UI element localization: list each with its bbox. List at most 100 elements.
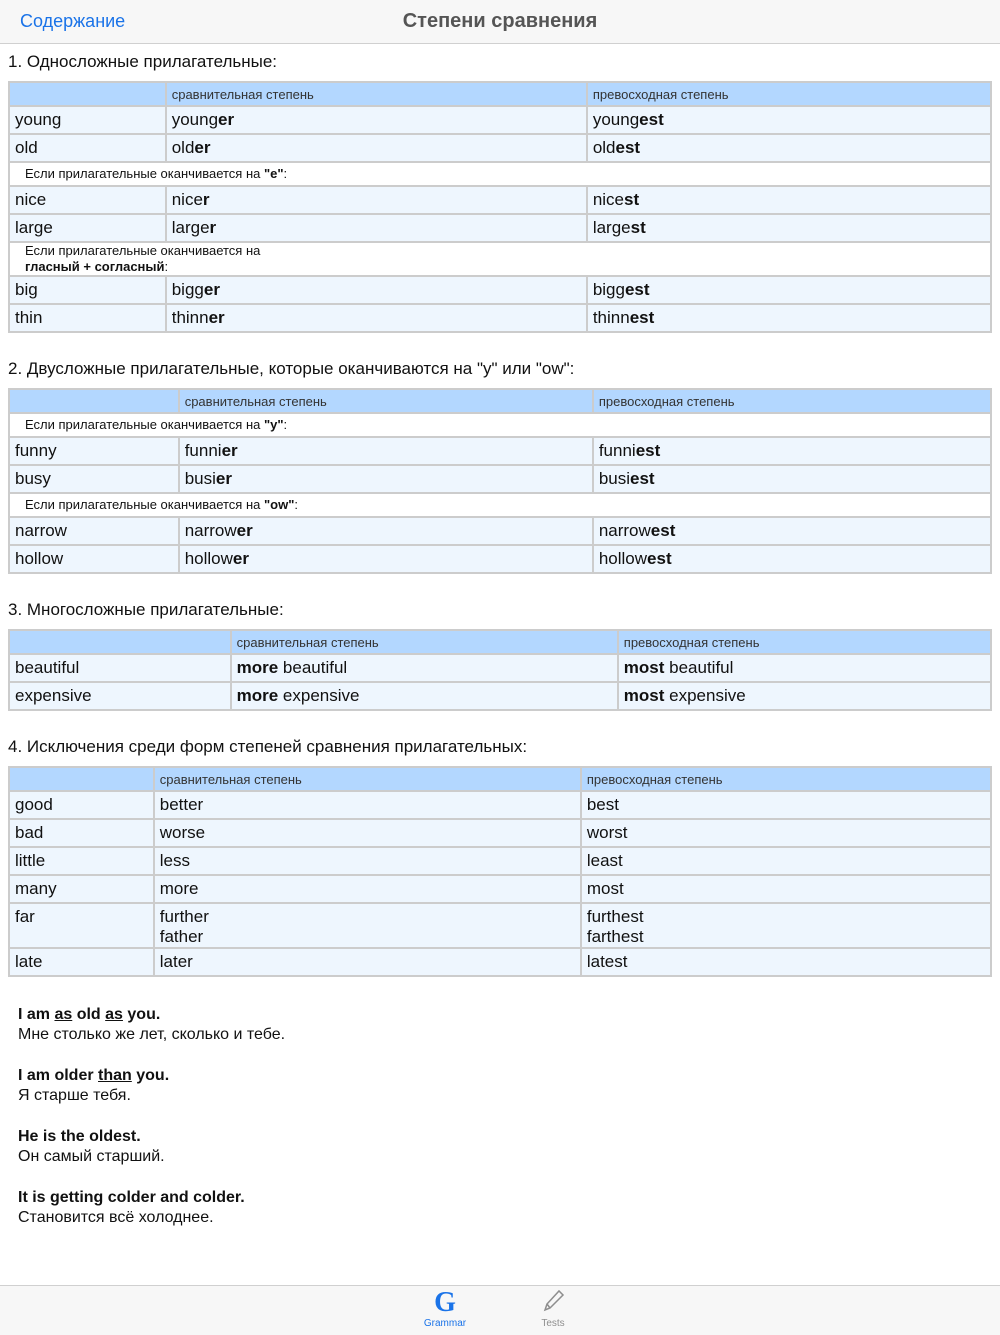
text: I am older	[18, 1067, 99, 1084]
table-row: late later latest	[8, 947, 993, 977]
column-header: сравнительная степень	[229, 629, 619, 655]
bold-text: er	[218, 110, 235, 129]
column-header	[8, 629, 232, 655]
text: young	[171, 110, 219, 129]
bold-text: est	[647, 549, 672, 568]
adjective-cell: many	[8, 874, 155, 904]
tab-tests-label: Tests	[541, 1318, 565, 1329]
superlative-cell: nicest	[585, 185, 993, 215]
bold-text: r	[202, 190, 210, 209]
text: farthest	[586, 927, 644, 946]
navigation-bar: Содержание Степени сравнения	[0, 0, 1000, 44]
table-note-row: Если прилагательные оканчивается на гласн…	[8, 241, 992, 277]
table-row: nice nicer nicest	[8, 185, 993, 215]
grammar-content[interactable]: 1. Односложные прилагательные: сравнитель…	[0, 44, 1000, 1259]
adjective-cell: busy	[8, 464, 180, 494]
text: old	[171, 138, 195, 157]
tab-tests[interactable]: Tests	[513, 1288, 593, 1329]
table-row: far further father furthest farthest	[8, 902, 993, 949]
bold-text: st	[630, 218, 646, 237]
column-header	[8, 388, 180, 414]
bold-text: est	[635, 441, 661, 460]
underlined-text: as	[105, 1006, 123, 1023]
example-english: I am older than you.	[18, 1067, 169, 1084]
text: worst	[586, 823, 628, 842]
superlative-cell: furthest farthest	[579, 902, 993, 949]
adjective-cell: thin	[8, 303, 167, 333]
comparative-cell: hollower	[177, 544, 594, 574]
text: Если прилагательные оканчивается на	[25, 243, 261, 258]
adjective-cell: big	[8, 275, 167, 305]
text: beautiful	[278, 658, 348, 677]
back-to-contents-button[interactable]: Содержание	[20, 11, 126, 31]
superlative-cell: most beautiful	[616, 653, 993, 683]
bold-text: est	[624, 280, 650, 299]
adjective-cell: expensive	[8, 681, 232, 711]
text: expensive	[278, 686, 360, 705]
bold-text: est	[650, 521, 676, 540]
table-header-row: сравнительная степень превосходная степен…	[8, 81, 993, 107]
bold-text: "e"	[263, 166, 284, 181]
text: worse	[159, 823, 206, 842]
table-row: little less least	[8, 846, 993, 876]
text: busy	[15, 469, 51, 488]
bold-text: "ow"	[263, 497, 295, 512]
text: good	[15, 795, 53, 814]
rule-note: Если прилагательные оканчивается на "ow"…	[8, 492, 992, 518]
text: old	[15, 138, 38, 157]
comparative-cell: funnier	[177, 436, 594, 466]
bold-text: st	[624, 190, 640, 209]
comparative-cell: later	[152, 947, 582, 977]
text: busi	[184, 469, 216, 488]
text: young	[592, 110, 640, 129]
bold-text: est	[630, 469, 655, 488]
bold-text: est	[615, 138, 641, 157]
bold-text: r	[209, 218, 217, 237]
adjective-cell: little	[8, 846, 155, 876]
tab-grammar[interactable]: G Grammar	[405, 1288, 485, 1330]
superlative-cell: busiest	[591, 464, 993, 494]
text: best	[586, 795, 619, 814]
text: better	[159, 795, 204, 814]
adjective-cell: good	[8, 790, 155, 820]
text: large	[592, 218, 631, 237]
bold-text: est	[629, 308, 655, 327]
example-translation: Становится всё холоднее.	[18, 1209, 214, 1226]
text: He is the oldest.	[18, 1128, 141, 1145]
bold-text: гласный + согласный	[25, 259, 165, 274]
examples: I am as old as you. Мне столько же лет, с…	[0, 995, 1000, 1259]
text: hollow	[15, 549, 64, 568]
comparative-cell: busier	[177, 464, 594, 494]
adjective-cell: beautiful	[8, 653, 232, 683]
comparative-cell: thinner	[164, 303, 588, 333]
table-header-row: сравнительная степень превосходная степен…	[8, 629, 993, 655]
text: thinn	[592, 308, 630, 327]
text: :	[283, 417, 288, 432]
superlative-cell: most	[579, 874, 993, 904]
comparative-cell: larger	[164, 213, 588, 243]
rule-note: Если прилагательные оканчивается на "e":	[8, 161, 992, 187]
bold-text: more	[236, 686, 279, 705]
comparative-cell: better	[152, 790, 582, 820]
comparative-cell: more	[152, 874, 582, 904]
underlined-text: as	[54, 1006, 73, 1023]
adjective-cell: nice	[8, 185, 167, 215]
table-row: bad worse worst	[8, 818, 993, 848]
text: expensive	[664, 686, 746, 705]
text: I am	[18, 1006, 55, 1023]
bold-text: more	[236, 658, 279, 677]
comparative-cell: less	[152, 846, 582, 876]
comparative-cell: nicer	[164, 185, 588, 215]
text: little	[15, 851, 46, 870]
section-heading: 2. Двусложные прилагательные, которые ок…	[8, 359, 575, 378]
column-header: сравнительная степень	[164, 81, 588, 107]
bold-text: er	[221, 441, 238, 460]
text: beautiful	[15, 658, 80, 677]
superlative-cell: least	[579, 846, 993, 876]
text: narrow	[598, 521, 651, 540]
rule-note: Если прилагательные оканчивается на гласн…	[8, 241, 992, 277]
example-english: It is getting colder and colder.	[18, 1189, 245, 1206]
section-heading: 3. Многосложные прилагательные:	[8, 600, 284, 619]
text: busi	[598, 469, 631, 488]
text: father	[159, 927, 204, 946]
